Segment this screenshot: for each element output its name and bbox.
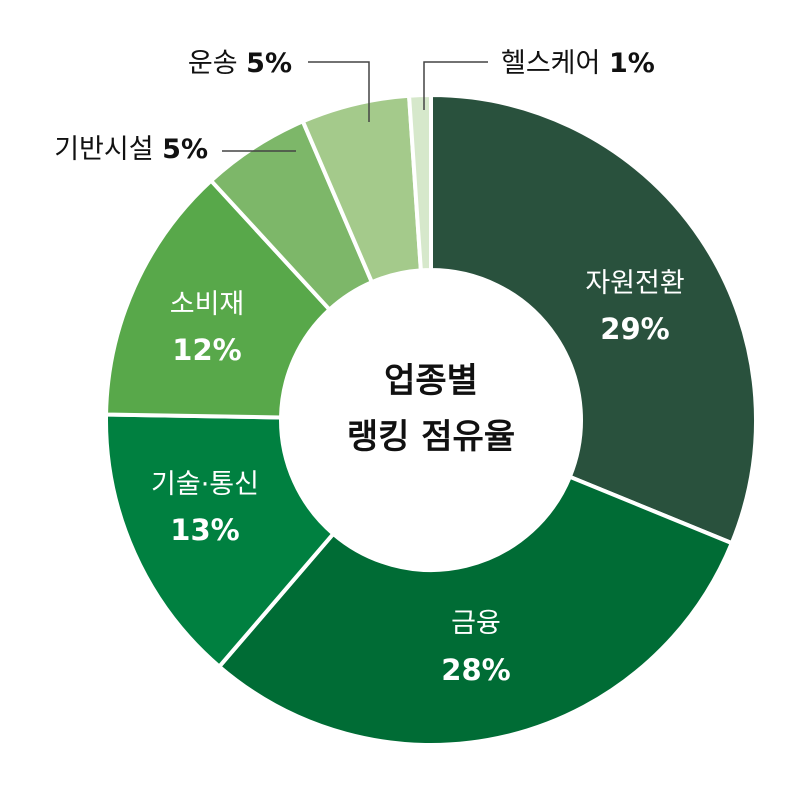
slice-cat-1 (217, 474, 734, 747)
leader-line (308, 61, 370, 122)
slice-label-value: 28% (441, 653, 510, 687)
slice-label-outside: 운송 5% (188, 48, 292, 79)
chart-title-line-1: 업종별 (384, 361, 478, 401)
slice-label-name: 기반시설 (54, 134, 162, 165)
slice-label-name: 헬스케어 (501, 48, 609, 79)
slice-label-name: 금융 (451, 608, 501, 639)
slice-label-value: 1% (609, 48, 655, 79)
slice-label-name: 소비재 (170, 289, 245, 320)
slice-label-value: 13% (170, 513, 239, 547)
slice-label-outside: 헬스케어 1% (501, 48, 655, 79)
slice-label-name: 운송 (188, 48, 246, 79)
slice-label-value: 5% (246, 48, 292, 79)
leader-lines (222, 61, 488, 152)
slice-label-value: 29% (600, 312, 669, 346)
slice-label-value: 12% (172, 333, 241, 367)
slices-group (104, 93, 758, 747)
slice-cat-0 (429, 93, 758, 546)
slice-label-outside: 기반시설 5% (54, 134, 208, 165)
slice-label-name: 기술·통신 (151, 469, 259, 500)
chart-title: 업종별 랭킹 점유율 (347, 361, 515, 457)
chart-title-line-2: 랭킹 점유율 (347, 417, 515, 457)
slice-label-name: 자원전환 (585, 268, 684, 299)
slice-label-value: 5% (162, 134, 208, 165)
slice-cat-3 (104, 178, 332, 420)
slice-cat-2 (104, 412, 336, 669)
slice-cat-6 (407, 93, 433, 273)
leader-line (423, 61, 488, 110)
